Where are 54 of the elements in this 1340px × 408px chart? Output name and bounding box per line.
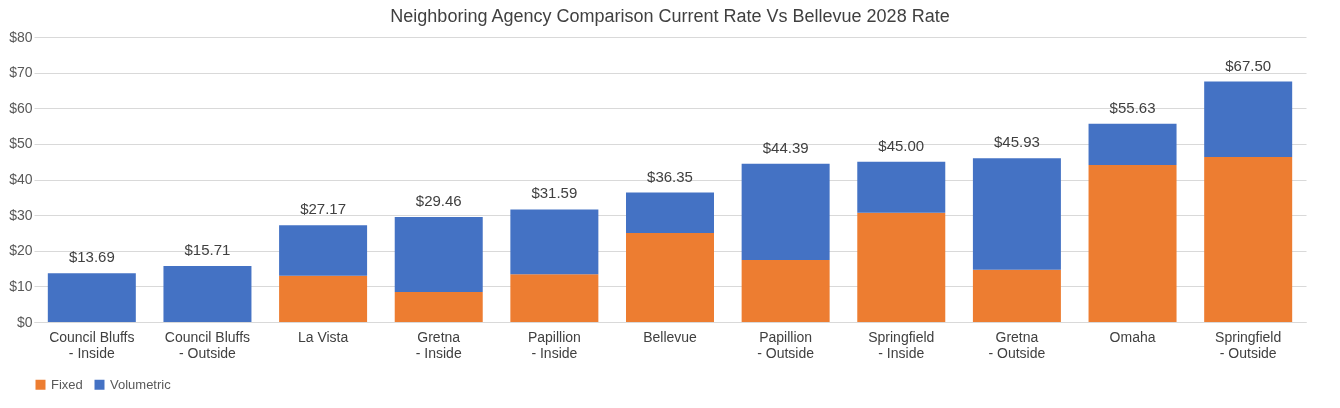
total-label: $13.69 — [68, 248, 115, 266]
total-label: $45.00 — [878, 136, 925, 154]
bar — [1204, 81, 1293, 158]
total-label: $36.35 — [647, 167, 693, 185]
x-tick-label: Omaha — [1109, 328, 1156, 345]
y-tick-label: $50 — [9, 135, 33, 152]
bar — [1088, 164, 1177, 322]
x-tick-label: Bellevue — [643, 328, 698, 345]
x-tick-label: Council Bluffs - Outside — [164, 328, 251, 361]
total-label: $29.46 — [415, 192, 462, 210]
y-tick-label: $20 — [9, 242, 33, 259]
bar — [1088, 123, 1177, 165]
x-tick-label: Papillion - Outside — [757, 328, 815, 361]
x-tick-label: Papillion - Inside — [527, 328, 581, 361]
bar — [47, 273, 136, 322]
y-tick-label: $60 — [9, 99, 33, 116]
bar — [510, 274, 599, 322]
bar — [972, 269, 1061, 322]
y-tick-label: $30 — [9, 206, 33, 223]
total-label: $15.71 — [184, 241, 231, 259]
bar — [279, 225, 368, 276]
x-tick-label: Springfield - Inside — [868, 328, 935, 361]
total-label: $27.17 — [300, 200, 347, 218]
total-label: $55.63 — [1109, 98, 1156, 116]
bar — [279, 275, 368, 322]
bar — [510, 209, 599, 275]
bar — [394, 217, 483, 293]
y-tick-label: $70 — [9, 64, 33, 81]
x-tick-label: Gretna - Inside — [415, 328, 462, 361]
legend-label: Fixed — [51, 376, 83, 392]
total-label: $44.39 — [762, 138, 809, 156]
bar — [857, 212, 946, 322]
total-label: $45.93 — [993, 133, 1040, 151]
bar — [394, 292, 483, 322]
y-tick-label: $0 — [16, 313, 33, 330]
y-tick-label: $80 — [9, 28, 33, 45]
x-tick-label: Council Bluffs - Inside — [49, 328, 135, 361]
bar — [857, 161, 946, 213]
chart-title: Neighboring Agency Comparison Current Rate Vs Bellevue 2028 Rate — [390, 6, 950, 26]
total-label: $67.50 — [1225, 56, 1272, 74]
x-tick-label: Springfield - Outside — [1215, 328, 1282, 361]
y-tick-label: $40 — [9, 171, 33, 187]
x-tick-label: Gretna - Outside — [988, 328, 1046, 361]
total-label: $31.59 — [531, 184, 578, 202]
bar — [1204, 157, 1293, 322]
bar — [741, 260, 830, 322]
x-tick-label: La Vista — [297, 328, 349, 345]
bar — [741, 163, 830, 261]
bar — [626, 192, 714, 233]
bar — [163, 266, 252, 322]
bar — [626, 232, 714, 322]
legend-label: Volumetric — [110, 376, 172, 392]
bar — [972, 158, 1061, 270]
y-tick-label: $10 — [9, 277, 33, 294]
